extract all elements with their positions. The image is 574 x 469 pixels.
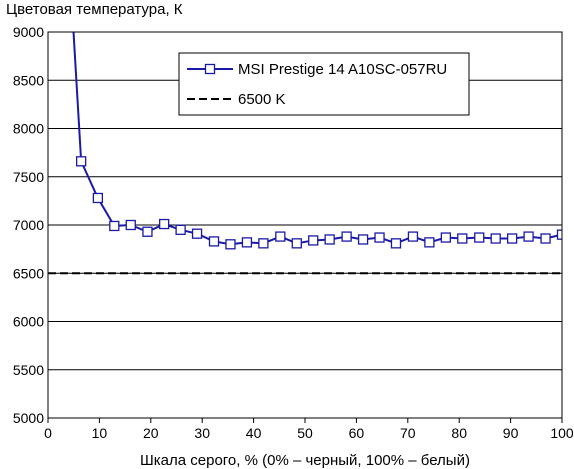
series-1-point xyxy=(208,236,220,247)
y-tick-label: 8500 xyxy=(13,72,44,88)
legend-box xyxy=(178,52,470,116)
x-tick-label: 10 xyxy=(92,425,108,441)
series-1-point xyxy=(92,192,104,204)
series-1-point xyxy=(291,238,302,249)
x-tick-label: 0 xyxy=(44,425,52,441)
series-1-point xyxy=(556,229,562,240)
series-1-point xyxy=(275,231,286,242)
series-1-point xyxy=(390,238,402,249)
x-tick-label: 30 xyxy=(194,425,210,441)
y-tick-labels: 5000 5500 6000 6500 7000 7500 8000 8500 9000 xyxy=(13,24,44,426)
legend-label-series-1: MSI Prestige 14 A10SC-057RU xyxy=(238,61,447,78)
series-1-point xyxy=(457,233,468,244)
x-tick-label: 20 xyxy=(143,425,159,441)
series-1-point xyxy=(76,156,87,167)
y-tick-label: 9000 xyxy=(13,24,44,40)
series-1-point xyxy=(159,218,170,230)
x-tick-label: 60 xyxy=(349,425,365,441)
series-1-point xyxy=(191,228,203,239)
x-tick-label: 70 xyxy=(400,425,416,441)
series-1-point xyxy=(324,234,335,245)
series-1-point xyxy=(341,231,352,242)
series-1-point xyxy=(540,233,551,244)
legend: MSI Prestige 14 A10SC-057RU 6500 K xyxy=(178,52,470,116)
y-tick-label: 6500 xyxy=(13,265,44,281)
x-tick-label: 80 xyxy=(451,425,467,441)
series-1-point xyxy=(374,232,385,243)
y-tick-label: 5000 xyxy=(13,410,44,426)
plot-frame xyxy=(47,31,563,419)
series-1-point xyxy=(523,231,534,242)
x-tick-label: 90 xyxy=(503,425,519,441)
y-tick-label: 8000 xyxy=(13,121,44,137)
y-tick-label: 5500 xyxy=(13,362,44,378)
series-1-point xyxy=(142,226,153,237)
series-1-point xyxy=(125,219,136,231)
legend-marker-series-1 xyxy=(204,63,216,75)
series-1-point xyxy=(175,224,186,235)
x-tick-label: 40 xyxy=(246,425,262,441)
series-1-point xyxy=(109,220,120,232)
y-axis-title: Цветовая температура, К xyxy=(6,1,183,18)
series-layer xyxy=(48,32,562,275)
series-1-point xyxy=(474,232,485,243)
x-axis-title: Шкала серого, % (0% – черный, 100% – бел… xyxy=(140,452,470,469)
y-tick-label: 7000 xyxy=(13,217,44,233)
y-tick-label: 6000 xyxy=(13,314,44,330)
series-1-point xyxy=(424,237,435,248)
series-1-point xyxy=(308,235,319,246)
series-1-point xyxy=(357,234,369,245)
tick-marks xyxy=(47,418,563,423)
series-1-point xyxy=(490,233,501,244)
series-1-point xyxy=(258,238,269,249)
series-1-point xyxy=(506,233,518,244)
series-1-point xyxy=(440,232,451,243)
x-tick-labels: 0 10 20 30 40 50 60 70 80 90 100 xyxy=(44,425,574,441)
x-tick-label: 50 xyxy=(297,425,313,441)
y-tick-label: 7500 xyxy=(13,169,44,185)
series-1-point xyxy=(225,239,236,250)
series-1-point xyxy=(407,231,419,242)
x-tick-label: 100 xyxy=(550,425,574,441)
series-1-point xyxy=(241,237,253,248)
legend-label-series-2: 6500 K xyxy=(238,91,286,108)
